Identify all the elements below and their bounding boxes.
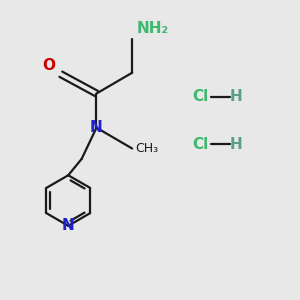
Text: N: N	[62, 218, 75, 233]
Text: H: H	[230, 136, 243, 152]
Text: NH₂: NH₂	[136, 21, 169, 36]
Text: N: N	[90, 120, 103, 135]
Text: O: O	[43, 58, 56, 73]
Text: Cl: Cl	[192, 89, 209, 104]
Text: CH₃: CH₃	[135, 142, 158, 155]
Text: H: H	[230, 89, 243, 104]
Text: Cl: Cl	[192, 136, 209, 152]
